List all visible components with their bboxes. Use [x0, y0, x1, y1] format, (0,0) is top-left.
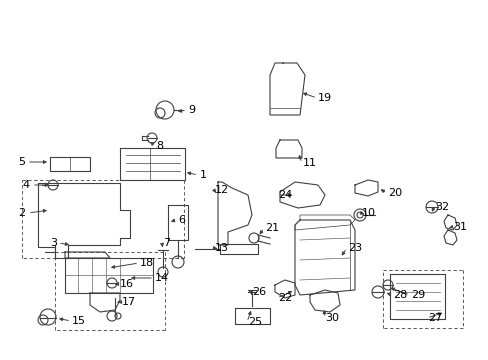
Text: 9: 9	[187, 105, 195, 115]
Text: 27: 27	[427, 313, 441, 323]
Text: 31: 31	[452, 222, 466, 232]
Text: 15: 15	[72, 316, 86, 326]
Text: 14: 14	[155, 273, 169, 283]
Text: 23: 23	[347, 243, 362, 253]
Text: 11: 11	[303, 158, 316, 168]
Text: 29: 29	[410, 290, 425, 300]
Text: 5: 5	[18, 157, 25, 167]
Text: 12: 12	[215, 185, 229, 195]
Text: 8: 8	[156, 141, 163, 151]
Text: 32: 32	[434, 202, 448, 212]
Text: 1: 1	[200, 170, 206, 180]
Text: 30: 30	[325, 313, 338, 323]
Text: 4: 4	[22, 180, 29, 190]
Text: 28: 28	[392, 290, 407, 300]
Text: 19: 19	[317, 93, 331, 103]
Text: 18: 18	[140, 258, 154, 268]
Text: 6: 6	[178, 215, 184, 225]
Text: 22: 22	[278, 293, 292, 303]
Text: 21: 21	[264, 223, 279, 233]
Text: 25: 25	[247, 317, 262, 327]
Text: 3: 3	[50, 238, 57, 248]
Text: 13: 13	[215, 243, 228, 253]
Text: 17: 17	[122, 297, 136, 307]
Text: 10: 10	[361, 208, 375, 218]
Text: 20: 20	[387, 188, 401, 198]
Text: 2: 2	[18, 208, 25, 218]
Text: 16: 16	[120, 279, 134, 289]
Text: 26: 26	[251, 287, 265, 297]
Text: 24: 24	[278, 190, 292, 200]
Text: 7: 7	[163, 238, 170, 248]
